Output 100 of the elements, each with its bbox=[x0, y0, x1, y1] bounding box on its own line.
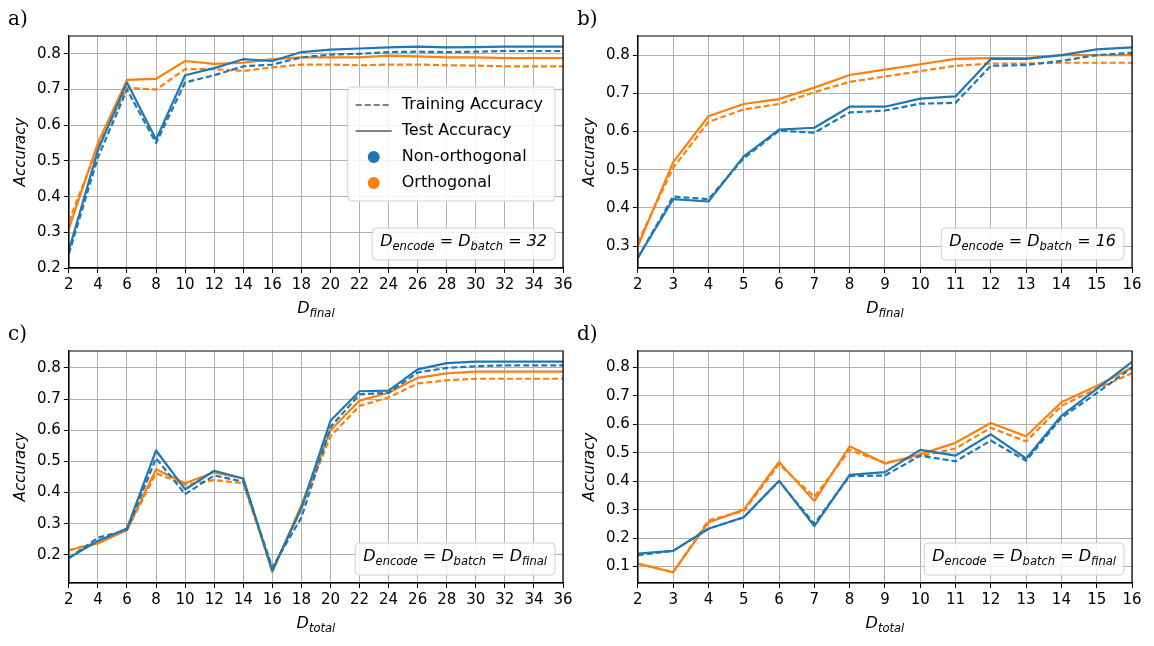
legend-label: Test Accuracy bbox=[400, 120, 512, 140]
x-tick-label: 6 bbox=[774, 274, 784, 293]
x-tick-label: 12 bbox=[204, 274, 224, 293]
y-tick-label: 0.2 bbox=[606, 527, 630, 546]
y-tick-label: 0.4 bbox=[37, 186, 61, 205]
x-tick-label: 6 bbox=[774, 589, 784, 608]
x-tick-label: 3 bbox=[668, 274, 678, 293]
x-tick-label: 22 bbox=[349, 274, 370, 293]
x-tick-label: 4 bbox=[93, 589, 103, 608]
x-tick-label: 30 bbox=[466, 274, 486, 293]
y-tick-label: 0.2 bbox=[37, 544, 61, 563]
x-tick-label: 7 bbox=[809, 589, 820, 608]
y-tick-label: 0.6 bbox=[606, 414, 630, 433]
y-tick-label: 0.5 bbox=[37, 451, 61, 470]
y-tick-label: 0.8 bbox=[37, 43, 61, 62]
x-tick-label: 4 bbox=[703, 274, 714, 293]
y-axis-title: Accuracy bbox=[579, 431, 598, 503]
x-tick-label: 36 bbox=[553, 274, 573, 293]
x-tick-label: 5 bbox=[738, 589, 749, 608]
y-tick-label: 0.3 bbox=[606, 499, 630, 518]
x-tick-label: 6 bbox=[122, 589, 132, 608]
x-tick-label: 2 bbox=[64, 589, 74, 608]
x-tick-label: 28 bbox=[437, 589, 457, 608]
x-tick-label: 2 bbox=[64, 274, 74, 293]
x-tick-label: 8 bbox=[844, 589, 855, 608]
x-tick-label: 4 bbox=[703, 589, 714, 608]
x-tick-label: 2 bbox=[633, 589, 643, 608]
y-tick-label: 0.1 bbox=[606, 556, 630, 575]
y-tick-label: 0.7 bbox=[606, 83, 630, 102]
x-tick-label: 12 bbox=[981, 589, 1001, 608]
x-tick-label: 15 bbox=[1087, 589, 1107, 608]
y-tick-label: 0.7 bbox=[37, 79, 61, 98]
x-tick-label: 28 bbox=[437, 274, 457, 293]
x-tick-label: 6 bbox=[122, 274, 132, 293]
x-tick-label: 12 bbox=[981, 274, 1001, 293]
chart-title: a) bbox=[8, 6, 28, 31]
y-tick-label: 0.6 bbox=[37, 115, 61, 134]
y-axis-title: Accuracy bbox=[10, 116, 29, 188]
legend-label: Training Accuracy bbox=[400, 94, 543, 114]
x-tick-label: 26 bbox=[408, 589, 428, 608]
x-tick-label: 9 bbox=[880, 274, 890, 293]
x-tick-label: 8 bbox=[844, 274, 855, 293]
x-tick-label: 34 bbox=[524, 589, 544, 608]
y-tick-label: 0.8 bbox=[606, 357, 630, 376]
x-tick-label: 34 bbox=[524, 274, 544, 293]
x-tick-label: 10 bbox=[175, 274, 195, 293]
x-tick-label: 14 bbox=[233, 589, 253, 608]
x-tick-label: 10 bbox=[910, 274, 930, 293]
x-tick-label: 14 bbox=[1051, 274, 1071, 293]
chart-title: c) bbox=[8, 321, 28, 346]
y-tick-label: 0.8 bbox=[37, 357, 61, 376]
x-tick-label: 32 bbox=[495, 274, 515, 293]
y-tick-label: 0.2 bbox=[37, 257, 61, 276]
x-tick-label: 13 bbox=[1016, 589, 1036, 608]
y-tick-label: 0.5 bbox=[37, 150, 61, 169]
y-tick-label: 0.5 bbox=[606, 159, 630, 178]
x-tick-label: 20 bbox=[320, 274, 341, 293]
y-tick-label: 0.3 bbox=[606, 236, 630, 255]
x-tick-label: 24 bbox=[379, 274, 399, 293]
y-axis-title: Accuracy bbox=[10, 431, 29, 503]
legend-label: Non-orthogonal bbox=[401, 146, 527, 166]
x-tick-label: 24 bbox=[379, 589, 399, 608]
y-tick-label: 0.4 bbox=[606, 197, 630, 216]
x-tick-label: 11 bbox=[945, 589, 966, 608]
x-tick-label: 16 bbox=[262, 274, 282, 293]
x-tick-label: 9 bbox=[880, 589, 890, 608]
y-tick-label: 0.7 bbox=[37, 388, 61, 407]
x-tick-label: 15 bbox=[1087, 274, 1107, 293]
x-tick-label: 5 bbox=[738, 274, 749, 293]
x-tick-label: 12 bbox=[204, 589, 224, 608]
x-tick-label: 2 bbox=[633, 274, 643, 293]
x-tick-label: 11 bbox=[945, 274, 966, 293]
x-tick-label: 20 bbox=[320, 589, 341, 608]
x-tick-label: 32 bbox=[495, 589, 515, 608]
x-tick-label: 16 bbox=[1122, 274, 1142, 293]
x-tick-label: 10 bbox=[910, 589, 930, 608]
legend-label: Orthogonal bbox=[401, 172, 492, 192]
x-tick-label: 13 bbox=[1016, 274, 1036, 293]
y-tick-label: 0.8 bbox=[606, 45, 630, 63]
x-tick-label: 30 bbox=[466, 589, 486, 608]
y-tick-label: 0.5 bbox=[606, 442, 630, 461]
x-tick-label: 16 bbox=[1122, 589, 1142, 608]
y-tick-label: 0.7 bbox=[606, 385, 630, 404]
chart-title: d) bbox=[577, 321, 598, 346]
x-tick-label: 3 bbox=[668, 589, 678, 608]
x-tick-label: 14 bbox=[233, 274, 253, 293]
y-tick-label: 0.4 bbox=[37, 482, 61, 501]
chart-title: b) bbox=[577, 6, 598, 31]
x-tick-label: 18 bbox=[291, 274, 311, 293]
x-tick-label: 8 bbox=[151, 589, 161, 608]
x-tick-label: 22 bbox=[349, 589, 370, 608]
x-tick-label: 8 bbox=[151, 274, 161, 293]
x-tick-label: 14 bbox=[1051, 589, 1071, 608]
y-tick-label: 0.6 bbox=[37, 420, 61, 439]
y-tick-label: 0.6 bbox=[606, 121, 630, 140]
x-tick-label: 7 bbox=[809, 274, 820, 293]
y-tick-label: 0.3 bbox=[37, 222, 61, 241]
x-tick-label: 36 bbox=[553, 589, 573, 608]
y-tick-label: 0.3 bbox=[37, 513, 61, 532]
x-tick-label: 16 bbox=[262, 589, 282, 608]
